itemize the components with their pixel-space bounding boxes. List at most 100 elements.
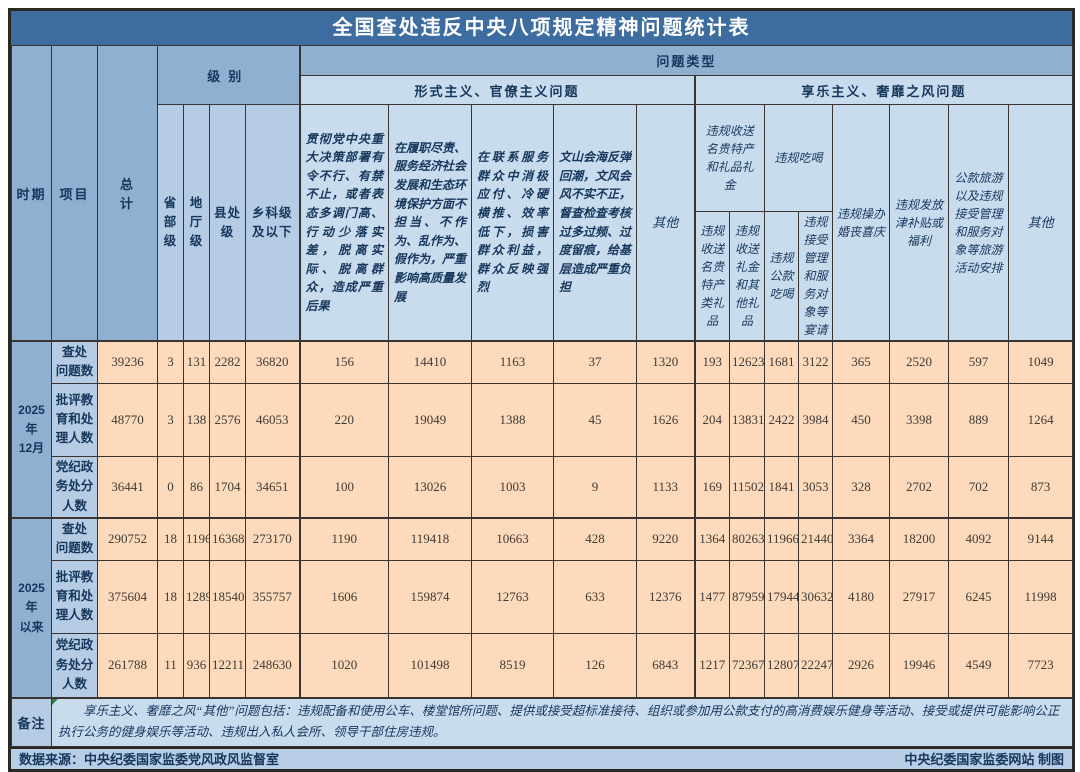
data-cell: 1049 [1008, 339, 1074, 384]
data-cell: 46053 [244, 382, 301, 457]
credit: 中央纪委国家监委网站 制图 [904, 752, 1064, 768]
data-cell: 3053 [798, 455, 834, 519]
data-cell: 375604 [97, 559, 158, 634]
data-cell: 3364 [832, 516, 891, 561]
data-cell: 1626 [636, 382, 696, 457]
data-cell: 1264 [1008, 382, 1074, 457]
period-label-since-2025: 2025年 以来 [11, 516, 52, 699]
data-cell: 1020 [298, 632, 390, 699]
data-cell: 37 [553, 339, 638, 384]
data-cell: 12623 [729, 339, 766, 384]
data-cell: 119418 [388, 516, 473, 561]
data-cell: 100 [298, 455, 390, 519]
statistics-table: 时期 项目 总 计 级别 问题类型 形式主义、官僚主义问题 享乐主义、奢靡之风问… [11, 45, 1074, 747]
col-header-weddings-funerals: 违规操办婚丧喜庆 [832, 104, 891, 342]
data-cell: 131 [183, 339, 210, 384]
data-cell: 45 [553, 382, 638, 457]
data-cell: 18540 [209, 559, 246, 634]
data-cell: 16368 [209, 516, 246, 561]
col-header-formalism-meetings: 文山会海反弹回潮，文风会风不实不正，督查检查考核过多过频、过度留痕，给基层造成严… [553, 104, 638, 342]
data-cell: 3122 [798, 339, 834, 384]
col-group-dining: 违规吃喝 [764, 104, 834, 212]
data-cell: 1606 [298, 559, 390, 634]
data-cell: 19049 [388, 382, 473, 457]
col-group-level: 级别 [156, 45, 301, 105]
data-cell: 22247 [798, 632, 834, 699]
data-cell: 273170 [244, 516, 301, 561]
data-cell: 4092 [948, 516, 1010, 561]
data-cell: 6245 [948, 559, 1010, 634]
col-group-hedonism: 享乐主义、奢靡之风问题 [693, 75, 1074, 105]
col-group-formalism: 形式主义、官僚主义问题 [298, 75, 696, 105]
col-group-problem-type: 问题类型 [298, 45, 1074, 76]
data-cell: 2576 [209, 382, 246, 457]
page-title: 全国查处违反中央八项规定精神问题统计表 [11, 11, 1072, 45]
data-cell: 72367 [729, 632, 766, 699]
col-header-prefecture-level: 地厅级 [183, 104, 210, 342]
data-cell: 1196 [183, 516, 210, 561]
data-cell: 13831 [729, 382, 766, 457]
data-cell: 2926 [832, 632, 891, 699]
data-cell: 365 [832, 339, 891, 384]
data-cell: 11998 [1008, 559, 1074, 634]
data-cell: 86 [183, 455, 210, 519]
data-cell: 9 [553, 455, 638, 519]
data-cell: 1003 [471, 455, 555, 519]
data-cell: 450 [832, 382, 891, 457]
data-cell: 48770 [97, 382, 158, 457]
col-header-allowances: 违规发放津补贴或福利 [889, 104, 950, 342]
data-cell: 1133 [636, 455, 696, 519]
data-cell: 1217 [693, 632, 731, 699]
data-cell: 9144 [1008, 516, 1074, 561]
col-header-period: 时期 [11, 45, 52, 342]
data-cell: 1289 [183, 559, 210, 634]
data-cell: 27917 [889, 559, 950, 634]
data-cell: 328 [832, 455, 891, 519]
data-cell: 30632 [798, 559, 834, 634]
col-header-hedonism-other: 其他 [1008, 104, 1074, 342]
data-cell: 1477 [693, 559, 731, 634]
data-cell: 1163 [471, 339, 555, 384]
data-cell: 3 [157, 339, 184, 384]
col-group-gifts: 违规收送名贵特产和礼品礼金 [693, 104, 766, 212]
data-cell: 261788 [97, 632, 158, 699]
remark-text: 享乐主义、奢靡之风“其他”问题包括：违规配备和使用公车、楼堂馆所问题、提供或接受… [50, 697, 1074, 747]
data-cell: 36820 [244, 339, 301, 384]
data-cell: 19946 [889, 632, 950, 699]
col-header-cash-gifts: 违规收送礼金和其他礼品 [729, 211, 766, 342]
data-cell: 36441 [97, 455, 158, 519]
data-cell: 2702 [889, 455, 950, 519]
data-cell: 428 [553, 516, 638, 561]
data-cell: 80263 [729, 516, 766, 561]
data-cell: 3398 [889, 382, 950, 457]
statistics-sheet: 全国查处违反中央八项规定精神问题统计表 时期 项目 总 计 级别 问题类型 形式… [8, 8, 1075, 772]
data-cell: 6843 [636, 632, 696, 699]
row-label-disciplined: 党纪政 务处分 人数 [51, 455, 98, 519]
data-cell: 101498 [388, 632, 473, 699]
col-header-province-level: 省部级 [157, 104, 184, 342]
data-cell: 290752 [97, 516, 158, 561]
data-cell: 1364 [693, 516, 731, 561]
data-cell: 1841 [764, 455, 800, 519]
data-cell: 1704 [209, 455, 246, 519]
data-cell: 2282 [209, 339, 246, 384]
col-header-total: 总 计 [97, 45, 158, 342]
col-header-county-level: 县处级 [209, 104, 246, 342]
col-header-formalism-policy: 贯彻党中央重大决策部署有令不行、有禁不止，或者表态多调门高、行动少落实差，脱离实… [298, 104, 390, 342]
data-cell: 3 [157, 382, 184, 457]
data-cell: 11 [157, 632, 184, 699]
col-header-public-travel: 公款旅游以及违规接受管理和服务对象等旅游活动安排 [948, 104, 1010, 342]
data-cell: 355757 [244, 559, 301, 634]
data-cell: 156 [298, 339, 390, 384]
data-cell: 248630 [244, 632, 301, 699]
data-cell: 1190 [298, 516, 390, 561]
data-cell: 39236 [97, 339, 158, 384]
data-cell: 7723 [1008, 632, 1074, 699]
data-cell: 9220 [636, 516, 696, 561]
data-cell: 936 [183, 632, 210, 699]
data-cell: 597 [948, 339, 1010, 384]
data-cell: 126 [553, 632, 638, 699]
col-header-formalism-other: 其他 [636, 104, 696, 342]
data-cell: 702 [948, 455, 1010, 519]
data-cell: 889 [948, 382, 1010, 457]
